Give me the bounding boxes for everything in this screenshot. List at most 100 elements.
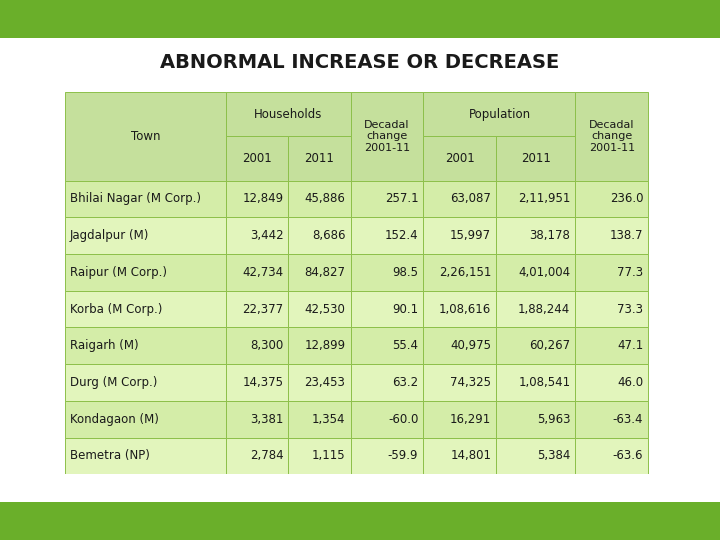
Bar <box>289 254 351 291</box>
Text: 47.1: 47.1 <box>617 339 643 352</box>
Bar <box>226 254 289 291</box>
Bar <box>65 437 226 474</box>
Text: 45,886: 45,886 <box>305 192 346 205</box>
Text: 152.4: 152.4 <box>384 229 418 242</box>
Text: 84,827: 84,827 <box>305 266 346 279</box>
Text: 3,381: 3,381 <box>250 413 284 426</box>
Text: 2,784: 2,784 <box>250 449 284 462</box>
Text: Decadal
change
2001-11: Decadal change 2001-11 <box>589 120 635 153</box>
Bar <box>496 327 575 364</box>
Text: 55.4: 55.4 <box>392 339 418 352</box>
Bar <box>65 291 226 327</box>
Text: 2011: 2011 <box>305 152 335 165</box>
Text: 23,453: 23,453 <box>305 376 346 389</box>
Bar <box>289 327 351 364</box>
Text: 3,442: 3,442 <box>250 229 284 242</box>
Text: 5,384: 5,384 <box>537 449 570 462</box>
Bar <box>65 217 226 254</box>
Bar <box>65 401 226 437</box>
Bar <box>226 217 289 254</box>
Text: 2,11,951: 2,11,951 <box>518 192 570 205</box>
Bar <box>423 437 496 474</box>
Bar <box>496 217 575 254</box>
Text: 90.1: 90.1 <box>392 302 418 315</box>
Bar <box>289 136 351 180</box>
Text: -63.6: -63.6 <box>613 449 643 462</box>
Bar <box>351 291 423 327</box>
Text: Kondagaon (M): Kondagaon (M) <box>70 413 158 426</box>
Text: 8,686: 8,686 <box>312 229 346 242</box>
Bar <box>226 92 351 136</box>
Text: -60.0: -60.0 <box>388 413 418 426</box>
Bar <box>289 401 351 437</box>
Text: 73.3: 73.3 <box>617 302 643 315</box>
Bar <box>351 437 423 474</box>
Text: 1,354: 1,354 <box>312 413 346 426</box>
Text: 5,963: 5,963 <box>537 413 570 426</box>
Bar <box>289 291 351 327</box>
Text: 257.1: 257.1 <box>384 192 418 205</box>
Text: -59.9: -59.9 <box>388 449 418 462</box>
Bar <box>289 217 351 254</box>
Text: Households: Households <box>254 107 323 120</box>
Text: 40,975: 40,975 <box>450 339 491 352</box>
Text: Raigarh (M): Raigarh (M) <box>70 339 138 352</box>
Bar <box>423 364 496 401</box>
Text: 2001: 2001 <box>243 152 272 165</box>
Text: ABNORMAL INCREASE OR DECREASE: ABNORMAL INCREASE OR DECREASE <box>161 53 559 72</box>
Bar <box>575 92 648 180</box>
Text: 98.5: 98.5 <box>392 266 418 279</box>
Bar <box>65 180 226 217</box>
Text: 2,26,151: 2,26,151 <box>438 266 491 279</box>
Text: 236.0: 236.0 <box>610 192 643 205</box>
Bar <box>575 437 648 474</box>
Bar <box>423 217 496 254</box>
Text: 14,375: 14,375 <box>243 376 284 389</box>
Bar <box>226 136 289 180</box>
Bar <box>496 401 575 437</box>
Bar <box>496 437 575 474</box>
Bar <box>496 254 575 291</box>
Bar <box>575 327 648 364</box>
Text: 12,899: 12,899 <box>305 339 346 352</box>
Text: -63.4: -63.4 <box>613 413 643 426</box>
Bar <box>289 364 351 401</box>
Text: 2011: 2011 <box>521 152 551 165</box>
Bar <box>423 136 496 180</box>
Text: 42,734: 42,734 <box>242 266 284 279</box>
Text: Population: Population <box>469 107 531 120</box>
Text: 1,115: 1,115 <box>312 449 346 462</box>
Text: 138.7: 138.7 <box>610 229 643 242</box>
Bar <box>65 327 226 364</box>
Bar <box>575 254 648 291</box>
Bar <box>575 401 648 437</box>
Bar <box>351 254 423 291</box>
Text: 74,325: 74,325 <box>450 376 491 389</box>
Text: 12,849: 12,849 <box>242 192 284 205</box>
Bar <box>351 364 423 401</box>
Text: 60,267: 60,267 <box>529 339 570 352</box>
Text: Raipur (M Corp.): Raipur (M Corp.) <box>70 266 167 279</box>
Text: 42,530: 42,530 <box>305 302 346 315</box>
Text: 2001: 2001 <box>445 152 474 165</box>
Text: 63,087: 63,087 <box>450 192 491 205</box>
Text: Decadal
change
2001-11: Decadal change 2001-11 <box>364 120 410 153</box>
Text: Bhilai Nagar (M Corp.): Bhilai Nagar (M Corp.) <box>70 192 201 205</box>
Bar <box>423 254 496 291</box>
Text: 1,08,541: 1,08,541 <box>518 376 570 389</box>
Bar <box>496 364 575 401</box>
Bar <box>289 180 351 217</box>
Bar <box>65 364 226 401</box>
Text: 1,08,616: 1,08,616 <box>439 302 491 315</box>
Text: Town: Town <box>131 130 161 143</box>
Bar <box>351 217 423 254</box>
Bar <box>496 136 575 180</box>
Bar <box>496 291 575 327</box>
Bar <box>423 327 496 364</box>
Text: Bemetra (NP): Bemetra (NP) <box>70 449 150 462</box>
Bar <box>351 92 423 180</box>
Bar <box>351 401 423 437</box>
Bar <box>226 364 289 401</box>
Bar <box>496 180 575 217</box>
Bar <box>226 180 289 217</box>
